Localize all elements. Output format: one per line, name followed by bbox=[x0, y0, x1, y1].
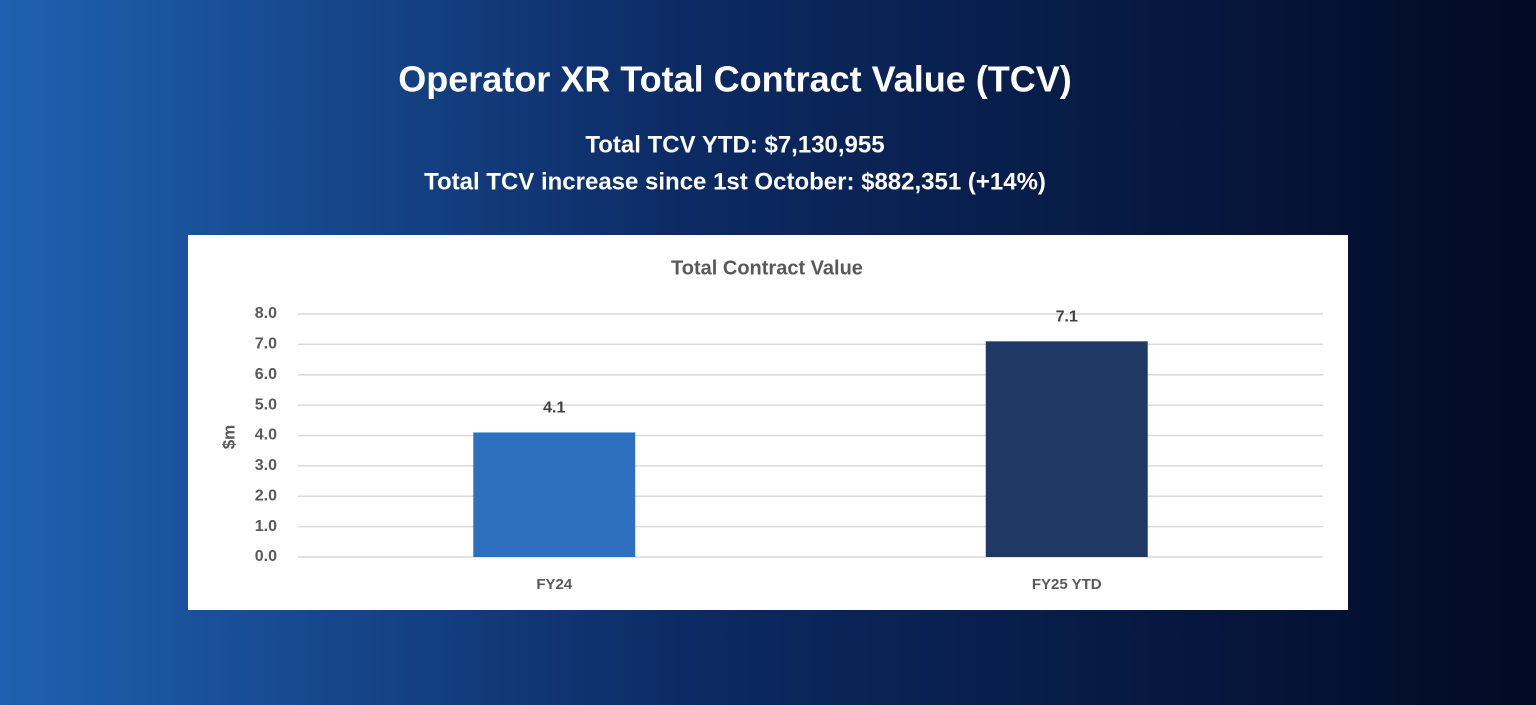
bar bbox=[985, 341, 1148, 557]
y-tick-label: 4.0 bbox=[255, 427, 277, 444]
y-tick-label: 1.0 bbox=[255, 518, 277, 535]
y-tick-label: 6.0 bbox=[255, 366, 277, 383]
y-tick-label: 0.0 bbox=[255, 548, 277, 565]
y-tick-label: 7.0 bbox=[255, 336, 277, 353]
page-title: Operator XR Total Contract Value (TCV) bbox=[398, 59, 1071, 100]
subtitle: Total TCV increase since 1st October: $8… bbox=[424, 168, 1046, 195]
y-tick-label: 2.0 bbox=[255, 487, 277, 504]
chart-panel bbox=[188, 235, 1348, 610]
subtitle: Total TCV YTD: $7,130,955 bbox=[585, 131, 884, 158]
chart-title: Total Contract Value bbox=[671, 257, 863, 279]
data-label: 7.1 bbox=[1056, 309, 1078, 326]
y-axis-label: $m bbox=[219, 425, 238, 450]
y-tick-label: 5.0 bbox=[255, 396, 277, 413]
x-tick-label: FY25 YTD bbox=[1032, 576, 1102, 593]
y-tick-label: 8.0 bbox=[255, 305, 277, 322]
x-tick-label: FY24 bbox=[536, 576, 573, 593]
bar bbox=[473, 432, 636, 557]
y-tick-label: 3.0 bbox=[255, 457, 277, 474]
data-label: 4.1 bbox=[543, 400, 565, 417]
